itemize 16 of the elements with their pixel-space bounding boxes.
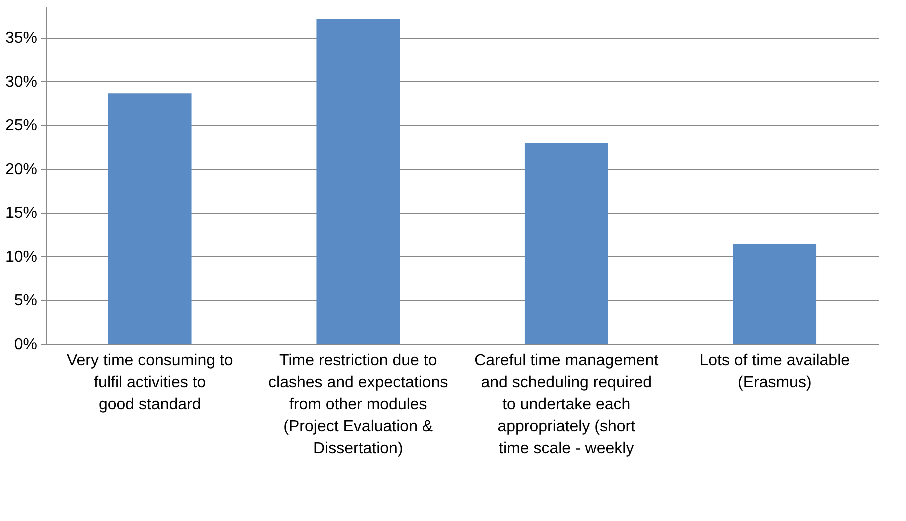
y-tick-label: 10% [5,248,38,266]
bar [524,144,608,344]
x-tick-label: Careful time management and scheduling required to undertake each appropriately (short time scale - weekly [474,352,660,458]
y-tick-label: 5% [14,292,38,310]
y-tick-label: 20% [5,161,38,178]
y-tick-label: 35% [5,30,38,48]
bar [316,19,400,344]
bar [108,94,192,344]
x-tick-label: Time restriction due to clashes and expectations from other modules (Project Evaluation & Dissertation) [268,352,448,458]
y-tick-label: 0% [14,336,38,354]
y-tick-label: 30% [5,74,38,91]
x-tick-label: Very time consuming to fulfil activities to good standard [66,352,234,414]
y-tick-label: 15% [5,205,38,222]
y-tick-label: 25% [5,118,38,135]
bar [733,244,817,344]
x-tick-label: Lots of time available (Erasmus) [700,352,850,392]
